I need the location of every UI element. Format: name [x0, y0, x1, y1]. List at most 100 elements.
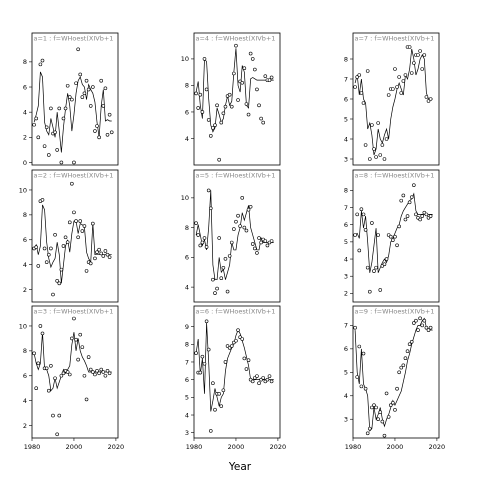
y-tick-label: 4	[185, 283, 189, 291]
observed-point	[74, 337, 78, 342]
observed-point	[418, 49, 422, 53]
observed-point	[367, 157, 372, 161]
observed-point	[198, 243, 203, 248]
observed-point	[206, 188, 211, 193]
observed-point	[428, 214, 433, 218]
observed-point	[229, 104, 234, 109]
observed-point	[206, 118, 211, 122]
y-tick-label: 8	[185, 341, 189, 349]
observed-point	[53, 376, 57, 381]
observed-point	[221, 265, 226, 270]
observed-point	[217, 236, 221, 240]
y-tick-label: 4	[23, 397, 27, 405]
panel: a=3 : f=WHoest(XIVb+1 2 4 6 8 10 1980 2000 2020	[19, 305, 124, 451]
observed-point	[418, 316, 422, 321]
observed-point	[374, 265, 378, 270]
observed-point	[34, 116, 39, 121]
y-tick-label: 2	[23, 134, 27, 142]
observed-point	[49, 246, 53, 251]
observed-point	[365, 431, 370, 436]
observed-point	[246, 358, 251, 363]
y-tick-label: 2	[344, 290, 348, 298]
observed-point	[244, 367, 249, 371]
observed-point	[376, 121, 380, 125]
observed-point	[74, 219, 78, 223]
observed-point	[257, 236, 261, 240]
panel-frame	[352, 305, 440, 439]
panel-frame	[31, 32, 119, 166]
observed-point	[55, 148, 59, 152]
observed-point	[206, 347, 211, 352]
x-tick-label: 2020	[270, 443, 287, 451]
y-tick-label: 10	[181, 55, 189, 63]
x-tick-label: 1980	[345, 443, 362, 451]
observed-point	[353, 325, 357, 330]
observed-point	[67, 220, 72, 225]
observed-point	[255, 374, 259, 378]
panel-data	[194, 188, 274, 295]
panel: a=6 : f=WHoest(XIVb+1 3 4 5 6 7 8 9 1980 2000 2020	[185, 305, 287, 451]
observed-point	[240, 337, 245, 341]
observed-point	[355, 375, 360, 379]
panel-strip-label: a=7 : f=WHoest(XIVb+1	[355, 35, 435, 43]
fit-line	[33, 332, 112, 392]
observed-point	[51, 292, 55, 297]
observed-point	[221, 388, 226, 393]
observed-point	[42, 246, 47, 251]
x-tick-label: 1980	[24, 443, 41, 451]
observed-point	[397, 370, 401, 375]
observed-point	[240, 196, 245, 200]
observed-point	[361, 351, 366, 356]
observed-point	[376, 233, 380, 237]
y-tick-label: 4	[23, 108, 27, 116]
observed-point	[229, 240, 234, 245]
observed-point	[105, 368, 110, 373]
y-tick-label: 10	[181, 194, 189, 202]
observed-point	[380, 419, 385, 424]
observed-point	[70, 336, 74, 341]
observed-point	[255, 251, 259, 255]
fit-line	[33, 71, 112, 153]
observed-point	[105, 133, 110, 137]
observed-point	[357, 248, 362, 253]
observed-point	[395, 85, 399, 89]
observed-point	[229, 344, 234, 348]
observed-point	[397, 75, 401, 79]
observed-point	[200, 110, 205, 114]
observed-point	[403, 73, 408, 77]
panel-strip-label: a=3 : f=WHoest(XIVb+1	[34, 308, 114, 316]
observed-point	[65, 370, 70, 374]
observed-point	[59, 373, 64, 378]
panel-frame	[31, 305, 119, 439]
observed-point	[105, 252, 110, 257]
observed-point	[221, 111, 226, 116]
observed-point	[244, 228, 249, 233]
observed-point	[263, 239, 268, 243]
observed-point	[384, 391, 389, 396]
observed-point	[200, 240, 205, 245]
observed-point	[420, 323, 425, 328]
y-tick-label: 4	[344, 135, 348, 143]
panel-strip-label: a=6 : f=WHoest(XIVb+1	[196, 308, 276, 316]
panel: a=2 : f=WHoest(XIVb+1 2 4 6 8 10	[19, 169, 119, 303]
observed-point	[397, 224, 401, 229]
observed-point	[236, 328, 240, 332]
observed-point	[44, 260, 49, 264]
observed-point	[38, 324, 43, 328]
observed-point	[213, 123, 217, 128]
observed-point	[238, 224, 242, 228]
observed-point	[67, 95, 72, 99]
observed-point	[70, 181, 74, 186]
observed-point	[103, 86, 108, 91]
observed-point	[374, 405, 378, 410]
y-tick-label: 8	[185, 82, 189, 90]
observed-point	[393, 67, 397, 71]
observed-point	[53, 130, 57, 135]
observed-point	[426, 328, 431, 332]
observed-point	[365, 69, 370, 73]
y-tick-label: 6	[23, 83, 27, 91]
observed-point	[88, 104, 93, 108]
x-axis-label: Year	[228, 461, 252, 473]
y-tick-label: 5	[344, 115, 348, 123]
